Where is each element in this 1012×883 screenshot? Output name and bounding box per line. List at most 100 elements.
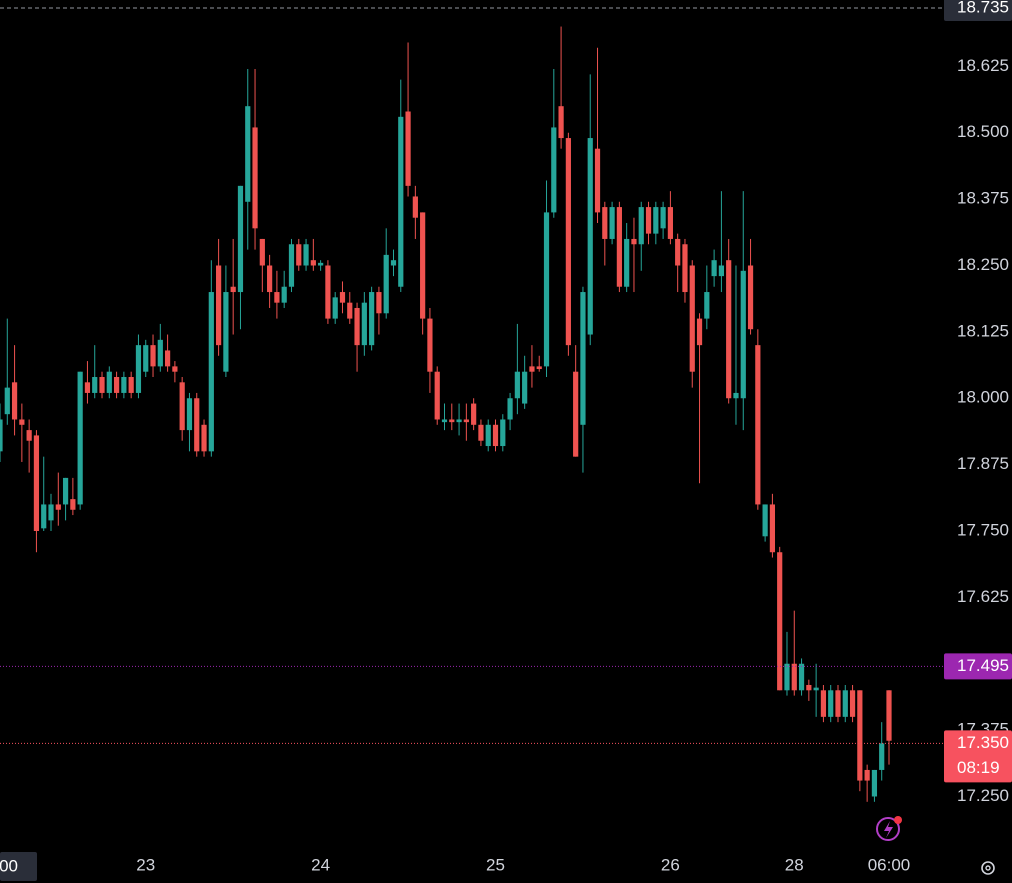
candle-body bbox=[842, 690, 848, 717]
candle-body bbox=[281, 286, 287, 303]
x-tick-label: 26 bbox=[661, 855, 680, 874]
candle-body bbox=[522, 371, 528, 404]
candle-body bbox=[150, 345, 156, 367]
x-tick-label: 24 bbox=[311, 855, 330, 874]
candle-body bbox=[164, 350, 171, 367]
candle-body bbox=[820, 690, 827, 717]
y-tick-label: 17.875 bbox=[957, 454, 1009, 473]
candle-body bbox=[288, 244, 295, 287]
candle-body bbox=[26, 430, 32, 441]
candle-body bbox=[449, 419, 455, 423]
candle-body bbox=[689, 265, 695, 372]
candle-body bbox=[594, 148, 601, 213]
lightning-icon[interactable] bbox=[876, 816, 902, 841]
candle-body bbox=[19, 419, 25, 425]
candle-body bbox=[806, 684, 812, 691]
y-tick-label: 18.125 bbox=[957, 321, 1009, 340]
candle-body bbox=[507, 398, 513, 420]
x-tick-label: 23 bbox=[136, 855, 155, 874]
candle-body bbox=[791, 663, 797, 691]
candle-body bbox=[376, 292, 382, 314]
price-label: 17.495 bbox=[957, 656, 1009, 675]
candle-body bbox=[310, 260, 316, 266]
candle-body bbox=[223, 292, 229, 372]
candle-body bbox=[267, 265, 273, 293]
candle-body bbox=[11, 382, 18, 420]
y-tick-label: 18.250 bbox=[957, 255, 1009, 274]
candle-body bbox=[798, 663, 805, 691]
candle-body bbox=[784, 663, 790, 691]
candle-body bbox=[551, 127, 557, 213]
candle-body bbox=[420, 212, 426, 319]
x-label-box bbox=[0, 852, 37, 881]
candle-body bbox=[871, 769, 878, 797]
candle-body bbox=[660, 207, 666, 229]
candle-body bbox=[354, 307, 360, 346]
candle-body bbox=[347, 302, 353, 319]
candle-body bbox=[70, 499, 76, 510]
candle-body bbox=[135, 345, 142, 393]
x-tick-label: 28 bbox=[785, 855, 804, 874]
candle-body bbox=[99, 377, 105, 393]
candle-body bbox=[682, 244, 688, 293]
candle-body bbox=[536, 366, 542, 370]
y-tick-label: 18.500 bbox=[957, 122, 1009, 141]
price-label: 17.350 bbox=[957, 733, 1009, 752]
candle-body bbox=[500, 419, 506, 447]
candle-body bbox=[580, 292, 586, 425]
candle-body bbox=[609, 207, 615, 239]
candle-body bbox=[325, 265, 331, 319]
candle-body bbox=[398, 116, 404, 287]
countdown-label: 08:19 bbox=[957, 758, 1000, 777]
candle-body bbox=[638, 207, 644, 245]
candle-body bbox=[653, 207, 659, 234]
candle-body bbox=[62, 477, 69, 505]
candle-body bbox=[828, 690, 834, 717]
price-label-box bbox=[944, 0, 1012, 21]
candle-body bbox=[245, 106, 251, 202]
candle-body bbox=[769, 504, 776, 553]
price-label-box bbox=[944, 653, 1012, 680]
candle-body bbox=[369, 292, 375, 346]
candle-body bbox=[587, 138, 593, 335]
candle-body bbox=[849, 690, 856, 717]
candle-body bbox=[405, 111, 411, 186]
candle-body bbox=[762, 504, 768, 537]
candle-body bbox=[427, 318, 433, 372]
settings-icon[interactable] bbox=[981, 861, 995, 875]
candle-body bbox=[711, 260, 717, 277]
y-tick-label: 17.750 bbox=[957, 520, 1009, 539]
candle-body bbox=[259, 238, 265, 266]
candle-body bbox=[252, 127, 258, 229]
candle-body bbox=[106, 371, 112, 393]
candle-body bbox=[0, 419, 3, 452]
candle-body bbox=[726, 260, 732, 399]
candle-body bbox=[777, 552, 783, 691]
candle-body bbox=[332, 297, 338, 319]
candle-body bbox=[667, 207, 673, 239]
candle-body bbox=[55, 504, 61, 510]
candle-body bbox=[463, 419, 469, 423]
candle-body bbox=[383, 254, 389, 314]
candle-body bbox=[471, 403, 477, 425]
plot bbox=[0, 26, 892, 802]
candle-body bbox=[835, 690, 841, 717]
candle-body bbox=[755, 345, 761, 505]
candle-body bbox=[733, 392, 739, 399]
x-tick-label: 06:00 bbox=[868, 855, 911, 874]
x-tick-label: 00 bbox=[0, 856, 18, 875]
candle-body bbox=[41, 504, 47, 529]
candle-body bbox=[412, 196, 418, 218]
candle-body bbox=[48, 504, 54, 521]
candle-body bbox=[696, 318, 703, 346]
candle-body bbox=[456, 419, 462, 423]
candle-body bbox=[339, 292, 346, 303]
candle-body bbox=[704, 292, 710, 319]
candle-body bbox=[84, 382, 91, 393]
candle-body bbox=[390, 260, 397, 266]
y-tick-label: 17.625 bbox=[957, 587, 1009, 606]
candle-body bbox=[237, 185, 244, 293]
candle-body bbox=[441, 419, 448, 423]
candle-body bbox=[179, 382, 185, 431]
